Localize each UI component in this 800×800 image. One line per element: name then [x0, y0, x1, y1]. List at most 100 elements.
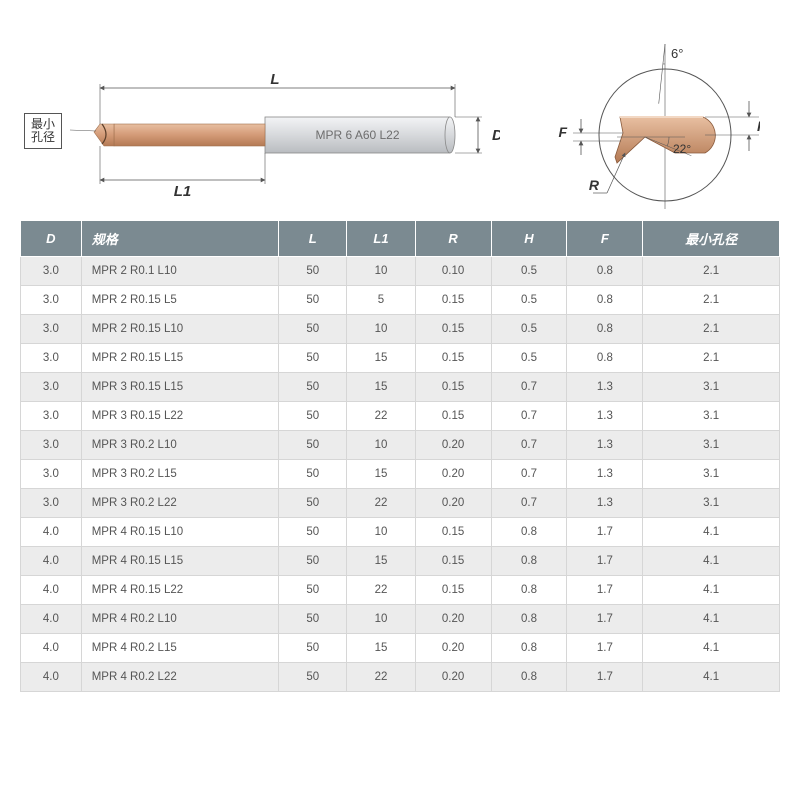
table-cell: 0.20: [415, 489, 491, 518]
table-cell: 1.7: [567, 576, 643, 605]
table-cell: 3.0: [21, 489, 82, 518]
table-cell: 0.8: [491, 518, 567, 547]
table-cell: 0.15: [415, 373, 491, 402]
table-cell: 1.3: [567, 373, 643, 402]
table-cell: 2.1: [643, 257, 780, 286]
table-row: 4.0MPR 4 R0.15 L1050100.150.81.74.1: [21, 518, 780, 547]
table-cell: 3.0: [21, 402, 82, 431]
table-cell: 50: [279, 257, 347, 286]
table-cell: 0.5: [491, 286, 567, 315]
table-cell: 15: [347, 547, 415, 576]
table-cell: 0.8: [491, 634, 567, 663]
table-header-row: D规格LL1RHF最小孔径: [21, 221, 780, 257]
column-header: H: [491, 221, 567, 257]
side-view-svg: MPR 6 A60 L22LL1D: [30, 70, 500, 200]
table-row: 3.0MPR 2 R0.15 L55050.150.50.82.1: [21, 286, 780, 315]
table-cell: 0.5: [491, 344, 567, 373]
table-cell: 0.8: [491, 663, 567, 692]
table-cell: 22: [347, 402, 415, 431]
table-row: 3.0MPR 3 R0.15 L2250220.150.71.33.1: [21, 402, 780, 431]
table-cell: 4.0: [21, 576, 82, 605]
table-cell: 0.8: [567, 257, 643, 286]
table-cell: 0.15: [415, 547, 491, 576]
table-row: 3.0MPR 2 R0.15 L1050100.150.50.82.1: [21, 315, 780, 344]
table-cell: 10: [347, 257, 415, 286]
column-header: 规格: [81, 221, 278, 257]
table-cell: 1.3: [567, 402, 643, 431]
table-cell: 4.1: [643, 518, 780, 547]
table-row: 3.0MPR 3 R0.2 L1050100.200.71.33.1: [21, 431, 780, 460]
table-cell: 3.0: [21, 373, 82, 402]
technical-diagram: MPR 6 A60 L22LL1D 最小 孔径 6°HF22°R: [20, 30, 780, 210]
table-row: 4.0MPR 4 R0.2 L1050100.200.81.74.1: [21, 605, 780, 634]
table-cell: 0.20: [415, 460, 491, 489]
table-cell: 15: [347, 634, 415, 663]
table-cell: 4.1: [643, 634, 780, 663]
table-cell: 50: [279, 431, 347, 460]
table-cell: MPR 4 R0.15 L15: [81, 547, 278, 576]
table-cell: 0.7: [491, 489, 567, 518]
table-row: 4.0MPR 4 R0.15 L2250220.150.81.74.1: [21, 576, 780, 605]
table-cell: 50: [279, 547, 347, 576]
column-header: L: [279, 221, 347, 257]
svg-text:F: F: [558, 124, 567, 140]
table-cell: 0.15: [415, 402, 491, 431]
table-cell: 0.15: [415, 344, 491, 373]
table-cell: 3.0: [21, 286, 82, 315]
detail-view-svg: 6°HF22°R: [530, 40, 760, 210]
table-cell: MPR 2 R0.15 L15: [81, 344, 278, 373]
column-header: R: [415, 221, 491, 257]
table-cell: 1.7: [567, 634, 643, 663]
table-cell: 50: [279, 663, 347, 692]
table-cell: MPR 3 R0.15 L22: [81, 402, 278, 431]
svg-text:H: H: [757, 118, 760, 134]
svg-text:22°: 22°: [673, 142, 691, 156]
table-cell: 10: [347, 431, 415, 460]
table-cell: MPR 2 R0.15 L10: [81, 315, 278, 344]
table-cell: 0.8: [491, 576, 567, 605]
table-cell: 0.8: [567, 286, 643, 315]
table-cell: 22: [347, 663, 415, 692]
table-cell: MPR 3 R0.2 L22: [81, 489, 278, 518]
table-cell: 1.3: [567, 460, 643, 489]
svg-text:D: D: [492, 127, 500, 144]
table-cell: 4.0: [21, 547, 82, 576]
table-cell: 5: [347, 286, 415, 315]
table-cell: 50: [279, 315, 347, 344]
table-cell: MPR 2 R0.15 L5: [81, 286, 278, 315]
svg-text:L1: L1: [174, 183, 192, 200]
table-cell: 50: [279, 634, 347, 663]
table-cell: 0.5: [491, 315, 567, 344]
table-cell: 50: [279, 402, 347, 431]
column-header: F: [567, 221, 643, 257]
table-cell: 50: [279, 489, 347, 518]
table-cell: MPR 3 R0.2 L10: [81, 431, 278, 460]
table-cell: 0.10: [415, 257, 491, 286]
table-cell: MPR 2 R0.1 L10: [81, 257, 278, 286]
table-cell: 0.20: [415, 431, 491, 460]
table-cell: 4.1: [643, 547, 780, 576]
table-cell: 22: [347, 576, 415, 605]
table-cell: 1.7: [567, 547, 643, 576]
table-cell: 0.20: [415, 634, 491, 663]
column-header: D: [21, 221, 82, 257]
table-row: 4.0MPR 4 R0.2 L2250220.200.81.74.1: [21, 663, 780, 692]
min-bore-label-l1: 最小: [31, 117, 55, 131]
table-cell: 50: [279, 460, 347, 489]
table-cell: 50: [279, 576, 347, 605]
table-cell: 1.3: [567, 431, 643, 460]
table-cell: 50: [279, 605, 347, 634]
table-cell: 10: [347, 315, 415, 344]
table-cell: 0.7: [491, 373, 567, 402]
table-cell: 0.7: [491, 402, 567, 431]
table-row: 4.0MPR 4 R0.2 L1550150.200.81.74.1: [21, 634, 780, 663]
table-cell: 4.0: [21, 634, 82, 663]
table-row: 3.0MPR 3 R0.2 L1550150.200.71.33.1: [21, 460, 780, 489]
min-bore-label: 最小 孔径: [24, 113, 62, 149]
table-cell: 4.1: [643, 576, 780, 605]
table-cell: 0.8: [567, 344, 643, 373]
table-cell: 1.7: [567, 518, 643, 547]
table-cell: 0.15: [415, 576, 491, 605]
table-cell: 3.1: [643, 431, 780, 460]
table-cell: 3.1: [643, 373, 780, 402]
